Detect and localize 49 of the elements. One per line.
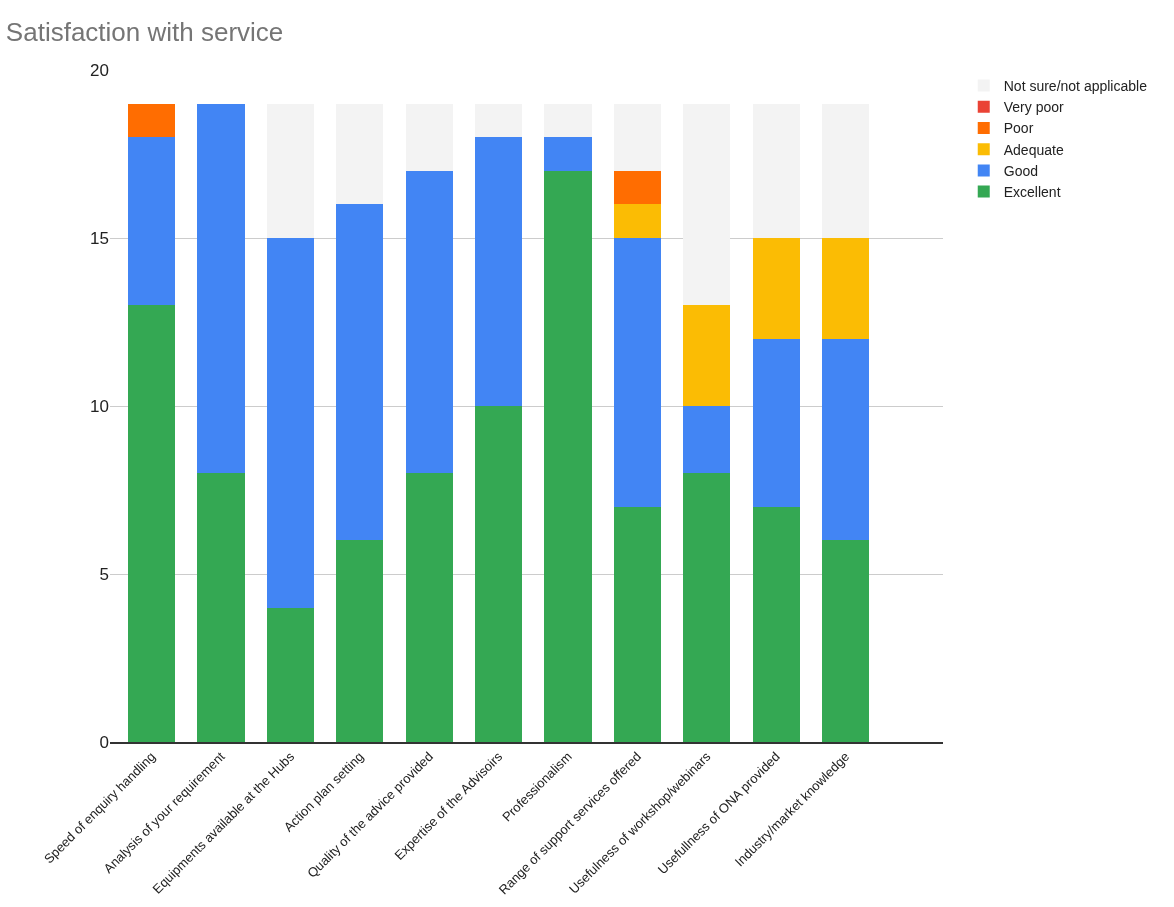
legend-label: Very poor (1003, 99, 1064, 116)
bar (613, 238, 661, 507)
bar (683, 103, 731, 306)
bar (128, 305, 176, 742)
bar (821, 540, 870, 742)
bar (821, 103, 870, 238)
bar (683, 305, 731, 406)
bar (128, 137, 176, 306)
bar (752, 338, 800, 507)
bar (544, 103, 592, 138)
bar (197, 103, 245, 474)
bar (405, 473, 453, 742)
bar (752, 103, 800, 238)
y-tick-label: 20 (90, 60, 109, 80)
bar (613, 103, 661, 171)
bar (544, 170, 592, 742)
bar (336, 103, 384, 205)
bar (544, 137, 592, 171)
bar (266, 103, 314, 238)
bar (266, 238, 314, 608)
y-tick-label: 15 (90, 228, 109, 248)
bar (474, 103, 523, 138)
bar (613, 506, 661, 742)
y-tick-label: 5 (99, 564, 109, 584)
bar (613, 204, 661, 238)
chart-title: Satisfaction with service (5, 16, 284, 47)
bar (197, 473, 245, 742)
legend-label: Poor (1003, 120, 1034, 137)
bar (474, 406, 523, 742)
y-tick-label: 10 (90, 396, 109, 416)
bar (683, 406, 731, 474)
bar (752, 506, 800, 742)
bar (266, 607, 314, 742)
bar (752, 238, 800, 339)
bar (613, 170, 661, 205)
bar (405, 170, 453, 474)
bar (128, 103, 176, 138)
legend-label: Adequate (1003, 141, 1064, 158)
legend-label: Not sure/not applicable (1003, 78, 1148, 95)
legend-label: Excellent (1003, 184, 1061, 201)
bar (821, 338, 870, 541)
bar (821, 238, 870, 339)
bar (336, 204, 384, 541)
bar (405, 103, 453, 171)
bar (336, 540, 384, 742)
bar (474, 137, 523, 406)
legend-label: Good (1003, 162, 1038, 179)
bar (683, 473, 731, 742)
y-tick-label: 0 (99, 732, 109, 752)
